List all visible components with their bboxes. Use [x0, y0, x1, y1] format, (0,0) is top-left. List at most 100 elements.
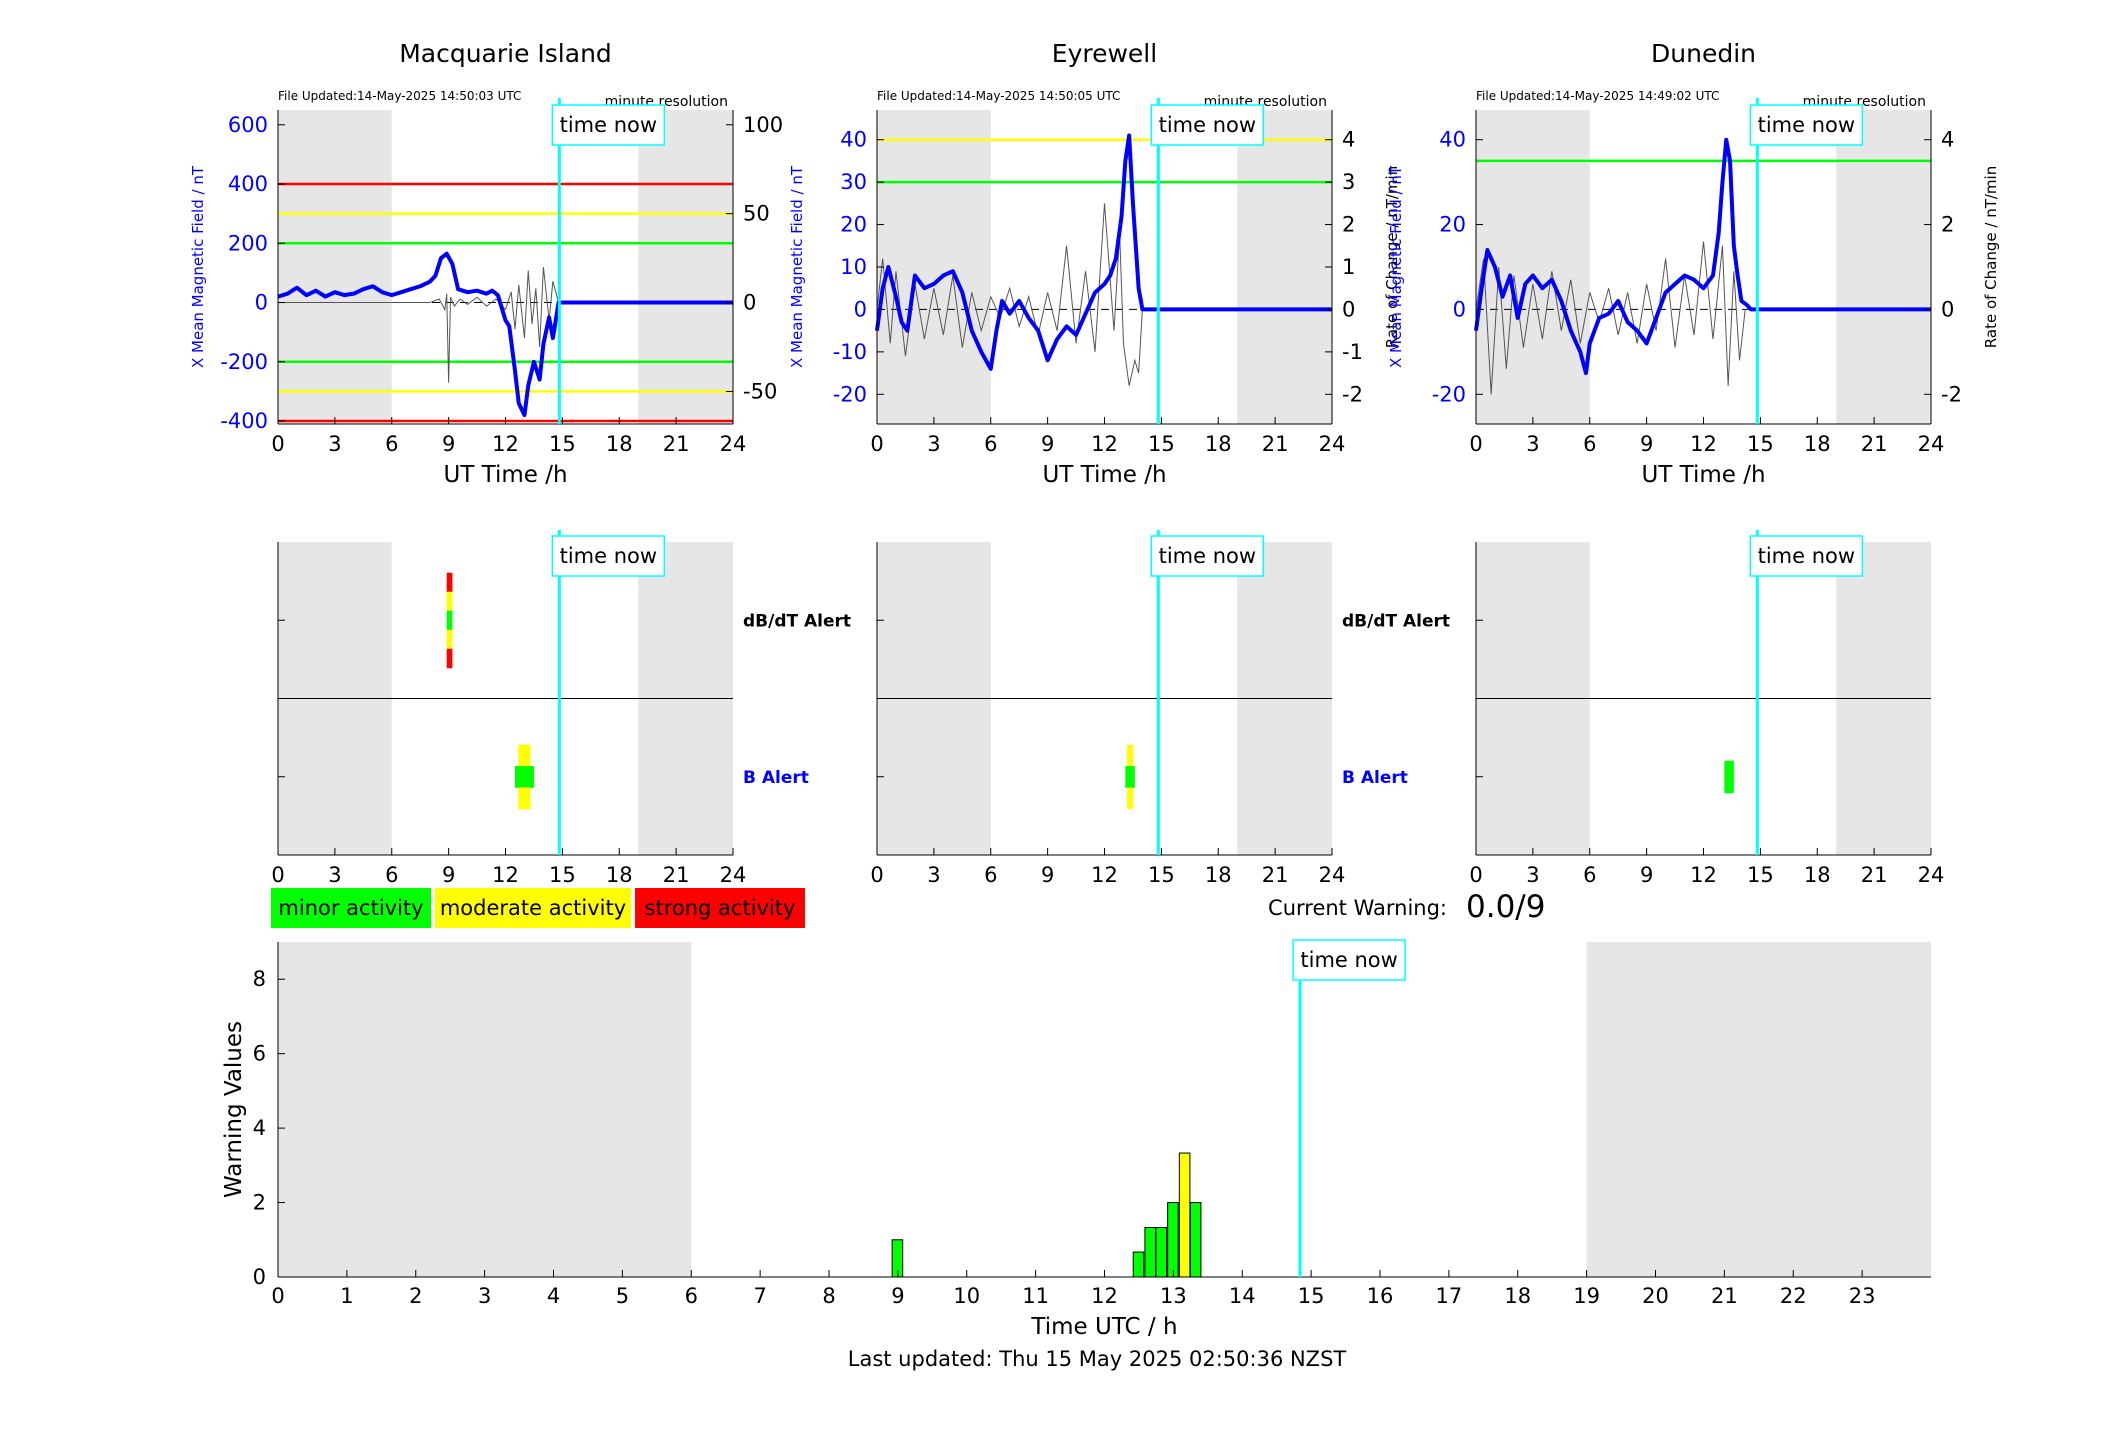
y-tick-label: -200: [220, 350, 268, 374]
x-tick-label: 5: [616, 1284, 629, 1308]
rate-of-change-series: [278, 266, 560, 383]
rate-of-change-series: [876, 203, 1143, 386]
alert-segment-yellow: [1127, 787, 1134, 810]
y-axis-label: Warning Values: [221, 1021, 247, 1198]
time-now-label: time now: [560, 113, 657, 137]
y-tick-label: 0: [253, 1265, 266, 1289]
x-tick-label: 24: [1918, 432, 1945, 456]
y-tick-label: 400: [228, 172, 268, 196]
y-tick-label: -400: [220, 409, 268, 433]
x-tick-label: 9: [891, 1284, 904, 1308]
x-tick-label: 6: [685, 1284, 698, 1308]
y-axis-label: X Mean Magnetic Field / nT: [1387, 165, 1405, 368]
night-shade-region: [278, 942, 692, 1277]
y-tick-label: 20: [840, 213, 867, 237]
x-tick-label: 15: [1148, 432, 1175, 456]
night-shade-region: [278, 110, 392, 424]
x-tick-label: 9: [1041, 863, 1054, 887]
y2-tick-label: -1: [1342, 340, 1363, 364]
alert-row-label: dB/dT Alert: [743, 611, 851, 631]
x-tick-label: 3: [927, 432, 940, 456]
x-tick-label: 24: [720, 432, 747, 456]
x-tick-label: 15: [549, 863, 576, 887]
x-tick-label: 6: [984, 432, 997, 456]
x-axis-label: Time UTC / h: [1030, 1314, 1177, 1340]
time-now-label: time now: [1758, 113, 1855, 137]
time-now-label: time now: [560, 544, 657, 568]
y2-tick-label: 1: [1342, 255, 1355, 279]
time-now-label: time now: [1159, 544, 1256, 568]
x-tick-label: 12: [1690, 863, 1717, 887]
warning-values-chart: 0 1 2 3 4 5 6 7 8 9 10 11 12 13 14 15 16 17 18 19 20 21 22 2302…: [221, 939, 1931, 1340]
y2-tick-label: 2: [1941, 213, 1954, 237]
y-tick-label: 40: [1439, 128, 1466, 152]
x-tick-label: 24: [1918, 863, 1945, 887]
x-tick-label: 6: [1583, 863, 1596, 887]
x-tick-label: 0: [870, 432, 883, 456]
file-updated-text: File Updated:14-May-2025 14:49:02 UTC: [1476, 89, 1719, 103]
y-tick-label: 600: [228, 113, 268, 137]
alert-segment-yellow: [1127, 744, 1134, 767]
y2-tick-label: 50: [743, 202, 770, 226]
x-tick-label: 3: [478, 1284, 491, 1308]
x-tick-label: 12: [1690, 432, 1717, 456]
x-tick-label: 6: [385, 432, 398, 456]
warning-bar: [1155, 1226, 1167, 1278]
alert-chart-0: dB/dT Alert B Alert 0 3 6 9 12 15 18 21 24 time now: [271, 530, 851, 887]
x-tick-label: 15: [1747, 432, 1774, 456]
night-shade-region: [1237, 110, 1332, 424]
x-tick-label: 15: [1747, 863, 1774, 887]
y-tick-label: 0: [854, 297, 867, 321]
x-tick-label: 0: [1469, 863, 1482, 887]
x-tick-label: 18: [606, 863, 633, 887]
x-tick-label: 0: [271, 863, 284, 887]
alert-chart-2: 0 3 6 9 12 15 18 21 24 time now: [1469, 530, 1944, 887]
x-tick-label: 21: [663, 432, 690, 456]
x-tick-label: 21: [1711, 1284, 1738, 1308]
x-tick-label: 0: [271, 1284, 284, 1308]
y-tick-label: 20: [1439, 213, 1466, 237]
time-now-label-box: [551, 104, 666, 146]
x-tick-label: 12: [492, 863, 519, 887]
warning-bar: [1189, 1202, 1202, 1278]
x-tick-label: 24: [1319, 432, 1346, 456]
alert-segment-red: [446, 648, 453, 669]
y2-tick-label: -50: [743, 379, 777, 403]
alert-segment-yellow: [446, 591, 453, 612]
x-tick-label: 3: [1526, 432, 1539, 456]
time-now-label-box: [1292, 939, 1406, 981]
activity-legend: minor activity moderate activity strong ac…: [271, 888, 805, 928]
x-tick-label: 12: [1091, 863, 1118, 887]
warning-bar: [1144, 1226, 1156, 1278]
x-tick-label: 3: [328, 863, 341, 887]
x-tick-label: 6: [984, 863, 997, 887]
x-tick-label: 19: [1573, 1284, 1600, 1308]
x-tick-label: 15: [1298, 1284, 1325, 1308]
rate-of-change-series: [1475, 241, 1746, 395]
y-axis-label: X Mean Magnetic Field / nT: [189, 165, 207, 368]
x-tick-label: 22: [1780, 1284, 1807, 1308]
x-tick-label: 11: [1022, 1284, 1049, 1308]
alert-segment-green: [1724, 760, 1734, 794]
current-warning: Current Warning: 0.0/9: [1268, 889, 1545, 925]
x-tick-label: 12: [1091, 432, 1118, 456]
x-tick-label: 21: [1262, 863, 1289, 887]
x-tick-label: 0: [870, 863, 883, 887]
x-tick-label: 14: [1229, 1284, 1256, 1308]
x-tick-label: 12: [1091, 1284, 1118, 1308]
x-axis-label: UT Time /h: [1042, 462, 1166, 488]
last-updated-text: Last updated: Thu 15 May 2025 02:50:36 N…: [848, 1347, 1347, 1371]
x-tick-label: 0: [271, 432, 284, 456]
night-shade-region: [877, 110, 991, 424]
y-tick-label: 8: [253, 967, 266, 991]
alert-segment-green: [446, 610, 453, 631]
x-axis-label: UT Time /h: [443, 462, 567, 488]
y2-axis-label: Rate of Change / nT/min: [1982, 166, 2000, 348]
y-axis-label: X Mean Magnetic Field / nT: [788, 165, 806, 368]
y2-tick-label: 4: [1342, 128, 1355, 152]
x-tick-label: 12: [492, 432, 519, 456]
y2-tick-label: 0: [743, 291, 756, 315]
time-now-label-box: [1150, 535, 1265, 577]
y2-tick-label: 3: [1342, 170, 1355, 194]
